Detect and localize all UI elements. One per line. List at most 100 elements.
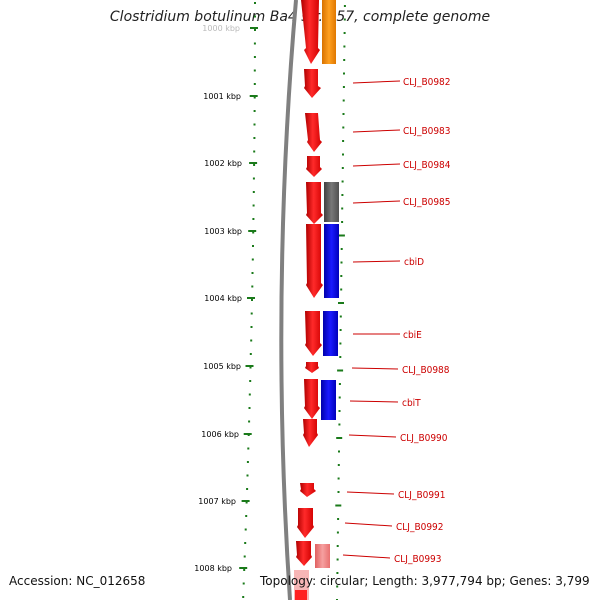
cog-block-pink[interactable] [315,544,330,568]
gc-tick [343,32,346,34]
gc-tick [336,545,339,547]
cog-block-orange[interactable] [322,0,336,64]
ruler-minor-tick [253,83,256,85]
ruler-major-tick [245,365,254,367]
ruler-minor-tick [249,366,252,369]
gene-arrow[interactable] [301,0,320,64]
gc-tick [336,585,339,588]
ruler-minor-tick [249,380,252,382]
gc-tick [340,275,343,277]
gene-arrow[interactable] [304,379,320,419]
label-leaders [342,80,401,559]
ruler-minor-tick [252,218,255,220]
ruler-minor-tick [253,164,256,166]
ruler-minor-tick [244,528,247,531]
ruler-minor-tick [252,245,254,247]
gene-arrow[interactable] [296,541,312,566]
ruler-minor-tick [242,596,245,598]
gc-tick [342,126,345,129]
ruler-minor-tick [254,2,256,4]
ruler-minor-tick [243,569,246,571]
gc-tick [343,5,346,7]
gene-label[interactable]: CLJ_B0982 [403,77,451,88]
gene-label[interactable]: CLJ_B0993 [394,554,442,565]
kbp-tick-label: 1006 kbp [201,430,239,439]
ruler-minor-tick [246,474,249,477]
kbp-tick-label: 1004 kbp [204,294,242,303]
gc-tick [341,194,344,196]
cog-block-blue[interactable] [324,224,339,298]
gc-tick [337,369,344,372]
gene-label[interactable]: CLJ_B0991 [398,490,446,501]
gene-label[interactable]: CLJ_B0984 [403,160,451,171]
ruler-minor-tick [245,501,248,504]
cog-block-blue[interactable] [321,380,336,420]
gene-arrow[interactable] [306,156,322,177]
ruler-minor-tick [253,150,256,153]
gc-tick [342,140,345,142]
gene-arrow[interactable] [305,362,319,373]
gene-label[interactable]: CLJ_B0985 [403,197,451,208]
gene-arrow[interactable] [300,483,316,497]
ruler-minor-tick [250,339,253,342]
gene-label[interactable]: CLJ_B0988 [402,365,450,376]
gene-label[interactable]: cbiD [404,257,424,268]
gc-tick [336,437,343,439]
ruler-minor-tick [249,353,252,355]
gene-arrow[interactable] [305,311,322,356]
gc-tick [340,248,343,250]
cog-block-gray[interactable] [324,182,339,222]
ruler-minor-tick [253,137,256,139]
gc-tick-column [335,5,346,600]
gc-tick [336,572,339,574]
ruler-minor-tick [247,447,250,450]
ruler-minor-tick [253,56,256,58]
ruler-minor-tick [253,123,256,126]
gc-tick [341,167,344,169]
ruler-minor-tick [252,191,255,193]
gc-tick [336,558,339,561]
gene-label[interactable]: cbiT [402,398,421,409]
gc-tick [336,531,339,534]
gc-tick [338,302,344,304]
gene-arrow[interactable] [306,182,323,224]
ruler-minor-tick [244,542,247,544]
genome-backbone [279,0,298,600]
gc-tick [337,464,340,466]
gc-tick [342,153,344,156]
gene-arrow[interactable] [297,508,314,538]
ruler-minor-tick [253,110,256,112]
gc-tick [339,356,342,358]
gene-label[interactable]: CLJ_B0983 [403,126,451,137]
ruler-minor-tick [252,177,255,180]
gene-arrow[interactable] [306,224,323,298]
gc-tick [339,342,342,345]
ruler-minor-tick [251,272,254,274]
ruler-major-tick [241,500,250,502]
ruler-major-tick [247,297,255,299]
gene-label[interactable]: CLJ_B0990 [400,433,448,444]
cog-block-blue[interactable] [323,311,338,356]
gene-track [294,0,323,600]
gc-tick [338,410,341,412]
ruler-minor-tick [251,285,254,288]
gc-tick [341,221,344,223]
accession-text: Accession: NC_012658 [9,574,146,588]
ruler-minor-tick [251,258,254,261]
kbp-tick-label: 1003 kbp [204,227,242,236]
gene-labels: CLJ_B0982 CLJ_B0983 CLJ_B0984 CLJ_B0985 … [394,77,451,565]
kbp-tick-label: 1002 kbp [204,159,242,168]
gc-tick [343,72,345,75]
gc-tick [340,288,343,291]
gene-arrow[interactable] [304,69,321,98]
gc-tick [339,315,342,318]
gene-label[interactable]: CLJ_B0992 [396,522,444,533]
gene-label[interactable]: cbiE [403,330,422,341]
ruler-minor-tick [253,69,256,72]
gene-segment[interactable] [295,590,307,600]
gc-tick [341,180,344,183]
ruler-minor-tick [251,299,253,301]
gene-arrow[interactable] [303,419,318,447]
kbp-tick-label: 1008 kbp [194,564,232,573]
gene-arrow[interactable] [305,113,322,152]
